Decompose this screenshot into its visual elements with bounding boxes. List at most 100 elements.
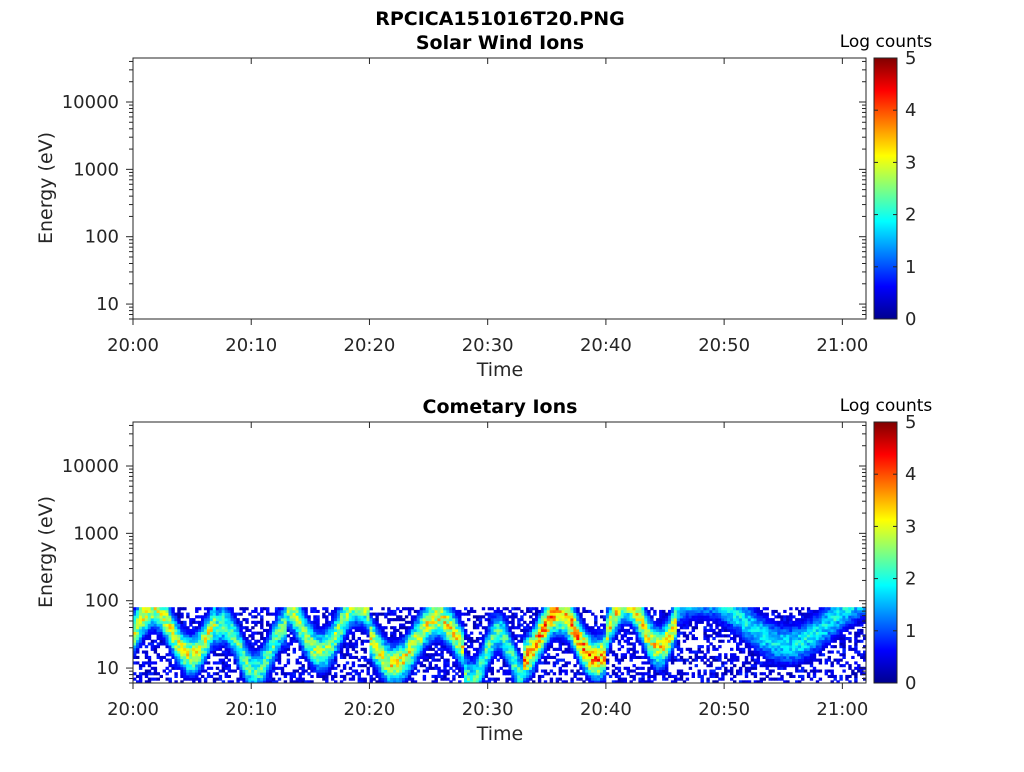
spectrogram-cell xyxy=(804,656,807,659)
spectrogram-cell xyxy=(452,634,455,637)
spectrogram-cell xyxy=(189,642,192,645)
spectrogram-cell xyxy=(337,618,340,621)
spectrogram-cell xyxy=(786,672,789,675)
spectrogram-cell xyxy=(701,645,704,648)
spectrogram-cell xyxy=(213,624,216,627)
spectrogram-cell xyxy=(606,659,609,662)
spectrogram-cell xyxy=(174,642,177,645)
spectrogram-cell xyxy=(745,640,748,643)
spectrogram-cell xyxy=(174,626,177,629)
spectrogram-cell xyxy=(757,642,760,645)
spectrogram-cell xyxy=(316,634,319,637)
spectrogram-cell xyxy=(319,659,322,662)
y-tick-label: 10000 xyxy=(62,92,119,113)
spectrogram-cell xyxy=(630,618,633,621)
spectrogram-cell xyxy=(349,678,352,681)
spectrogram-cell xyxy=(544,632,547,635)
colorbar-tick-label: 1 xyxy=(905,257,916,278)
spectrogram-cell xyxy=(615,632,618,635)
spectrogram-cell xyxy=(284,615,287,618)
spectrogram-cell xyxy=(272,664,275,667)
spectrogram-cell xyxy=(219,615,222,618)
spectrogram-cell xyxy=(384,632,387,635)
spectrogram-cell xyxy=(485,645,488,648)
spectrogram-cell xyxy=(503,613,506,616)
spectrogram-cell xyxy=(612,610,615,613)
spectrogram-cell xyxy=(600,648,603,651)
spectrogram-cell xyxy=(381,613,384,616)
plot-frame xyxy=(133,58,866,319)
spectrogram-cell xyxy=(585,653,588,656)
spectrogram-cell xyxy=(334,624,337,627)
spectrogram-cell xyxy=(334,632,337,635)
spectrogram-cell xyxy=(544,615,547,618)
spectrogram-cell xyxy=(624,621,627,624)
spectrogram-cell xyxy=(748,667,751,670)
spectrogram-cell xyxy=(647,629,650,632)
spectrogram-cell xyxy=(269,664,272,667)
spectrogram-cell xyxy=(665,670,668,673)
spectrogram-cell xyxy=(624,610,627,613)
spectrogram-cell xyxy=(337,621,340,624)
spectrogram-cell xyxy=(163,613,166,616)
spectrogram-cell xyxy=(763,621,766,624)
spectrogram-cell xyxy=(228,640,231,643)
spectrogram-cell xyxy=(467,670,470,673)
spectrogram-cell xyxy=(352,670,355,673)
spectrogram-cell xyxy=(319,651,322,654)
spectrogram-cell xyxy=(437,659,440,662)
spectrogram-cell xyxy=(777,678,780,681)
spectrogram-cell xyxy=(443,664,446,667)
spectrogram-cell xyxy=(222,629,225,632)
spectrogram-cell xyxy=(446,659,449,662)
spectrogram-cell xyxy=(807,624,810,627)
spectrogram-cell xyxy=(307,632,310,635)
spectrogram-cell xyxy=(692,672,695,675)
spectrogram-cell xyxy=(443,661,446,664)
spectrogram-cell xyxy=(665,626,668,629)
spectrogram-cell xyxy=(476,615,479,618)
spectrogram-cell xyxy=(810,661,813,664)
spectrogram-cell xyxy=(733,615,736,618)
spectrogram-cell xyxy=(455,659,458,662)
spectrogram-cell xyxy=(609,648,612,651)
spectrogram-cell xyxy=(437,629,440,632)
spectrogram-cell xyxy=(222,653,225,656)
spectrogram-cell xyxy=(319,645,322,648)
spectrogram-cell xyxy=(257,678,260,681)
spectrogram-cell xyxy=(638,629,641,632)
spectrogram-cell xyxy=(568,637,571,640)
spectrogram-cell xyxy=(517,634,520,637)
spectrogram-cell xyxy=(192,632,195,635)
spectrogram-cell xyxy=(760,678,763,681)
spectrogram-cell xyxy=(547,632,550,635)
spectrogram-cell xyxy=(378,626,381,629)
spectrogram-cell xyxy=(739,629,742,632)
spectrogram-cell xyxy=(742,648,745,651)
spectrogram-cell xyxy=(485,672,488,675)
spectrogram-cell xyxy=(405,653,408,656)
spectrogram-cell xyxy=(225,632,228,635)
spectrogram-cell xyxy=(455,610,458,613)
spectrogram-cell xyxy=(671,640,674,643)
spectrogram-cell xyxy=(355,610,358,613)
spectrogram-cell xyxy=(630,613,633,616)
spectrogram-cell xyxy=(618,629,621,632)
spectrogram-cell xyxy=(169,661,172,664)
spectrogram-cell xyxy=(721,613,724,616)
spectrogram-cell xyxy=(257,651,260,654)
spectrogram-cell xyxy=(275,648,278,651)
spectrogram-cell xyxy=(473,664,476,667)
spectrogram-cell xyxy=(171,653,174,656)
spectrogram-cell xyxy=(798,634,801,637)
spectrogram-cell xyxy=(192,664,195,667)
spectrogram-cell xyxy=(609,626,612,629)
spectrogram-cell xyxy=(653,661,656,664)
spectrogram-cell xyxy=(733,632,736,635)
spectrogram-cell xyxy=(195,653,198,656)
spectrogram-cell xyxy=(526,651,529,654)
spectrogram-cell xyxy=(656,626,659,629)
spectrogram-cell xyxy=(757,618,760,621)
spectrogram-cell xyxy=(435,621,438,624)
spectrogram-cell xyxy=(771,629,774,632)
